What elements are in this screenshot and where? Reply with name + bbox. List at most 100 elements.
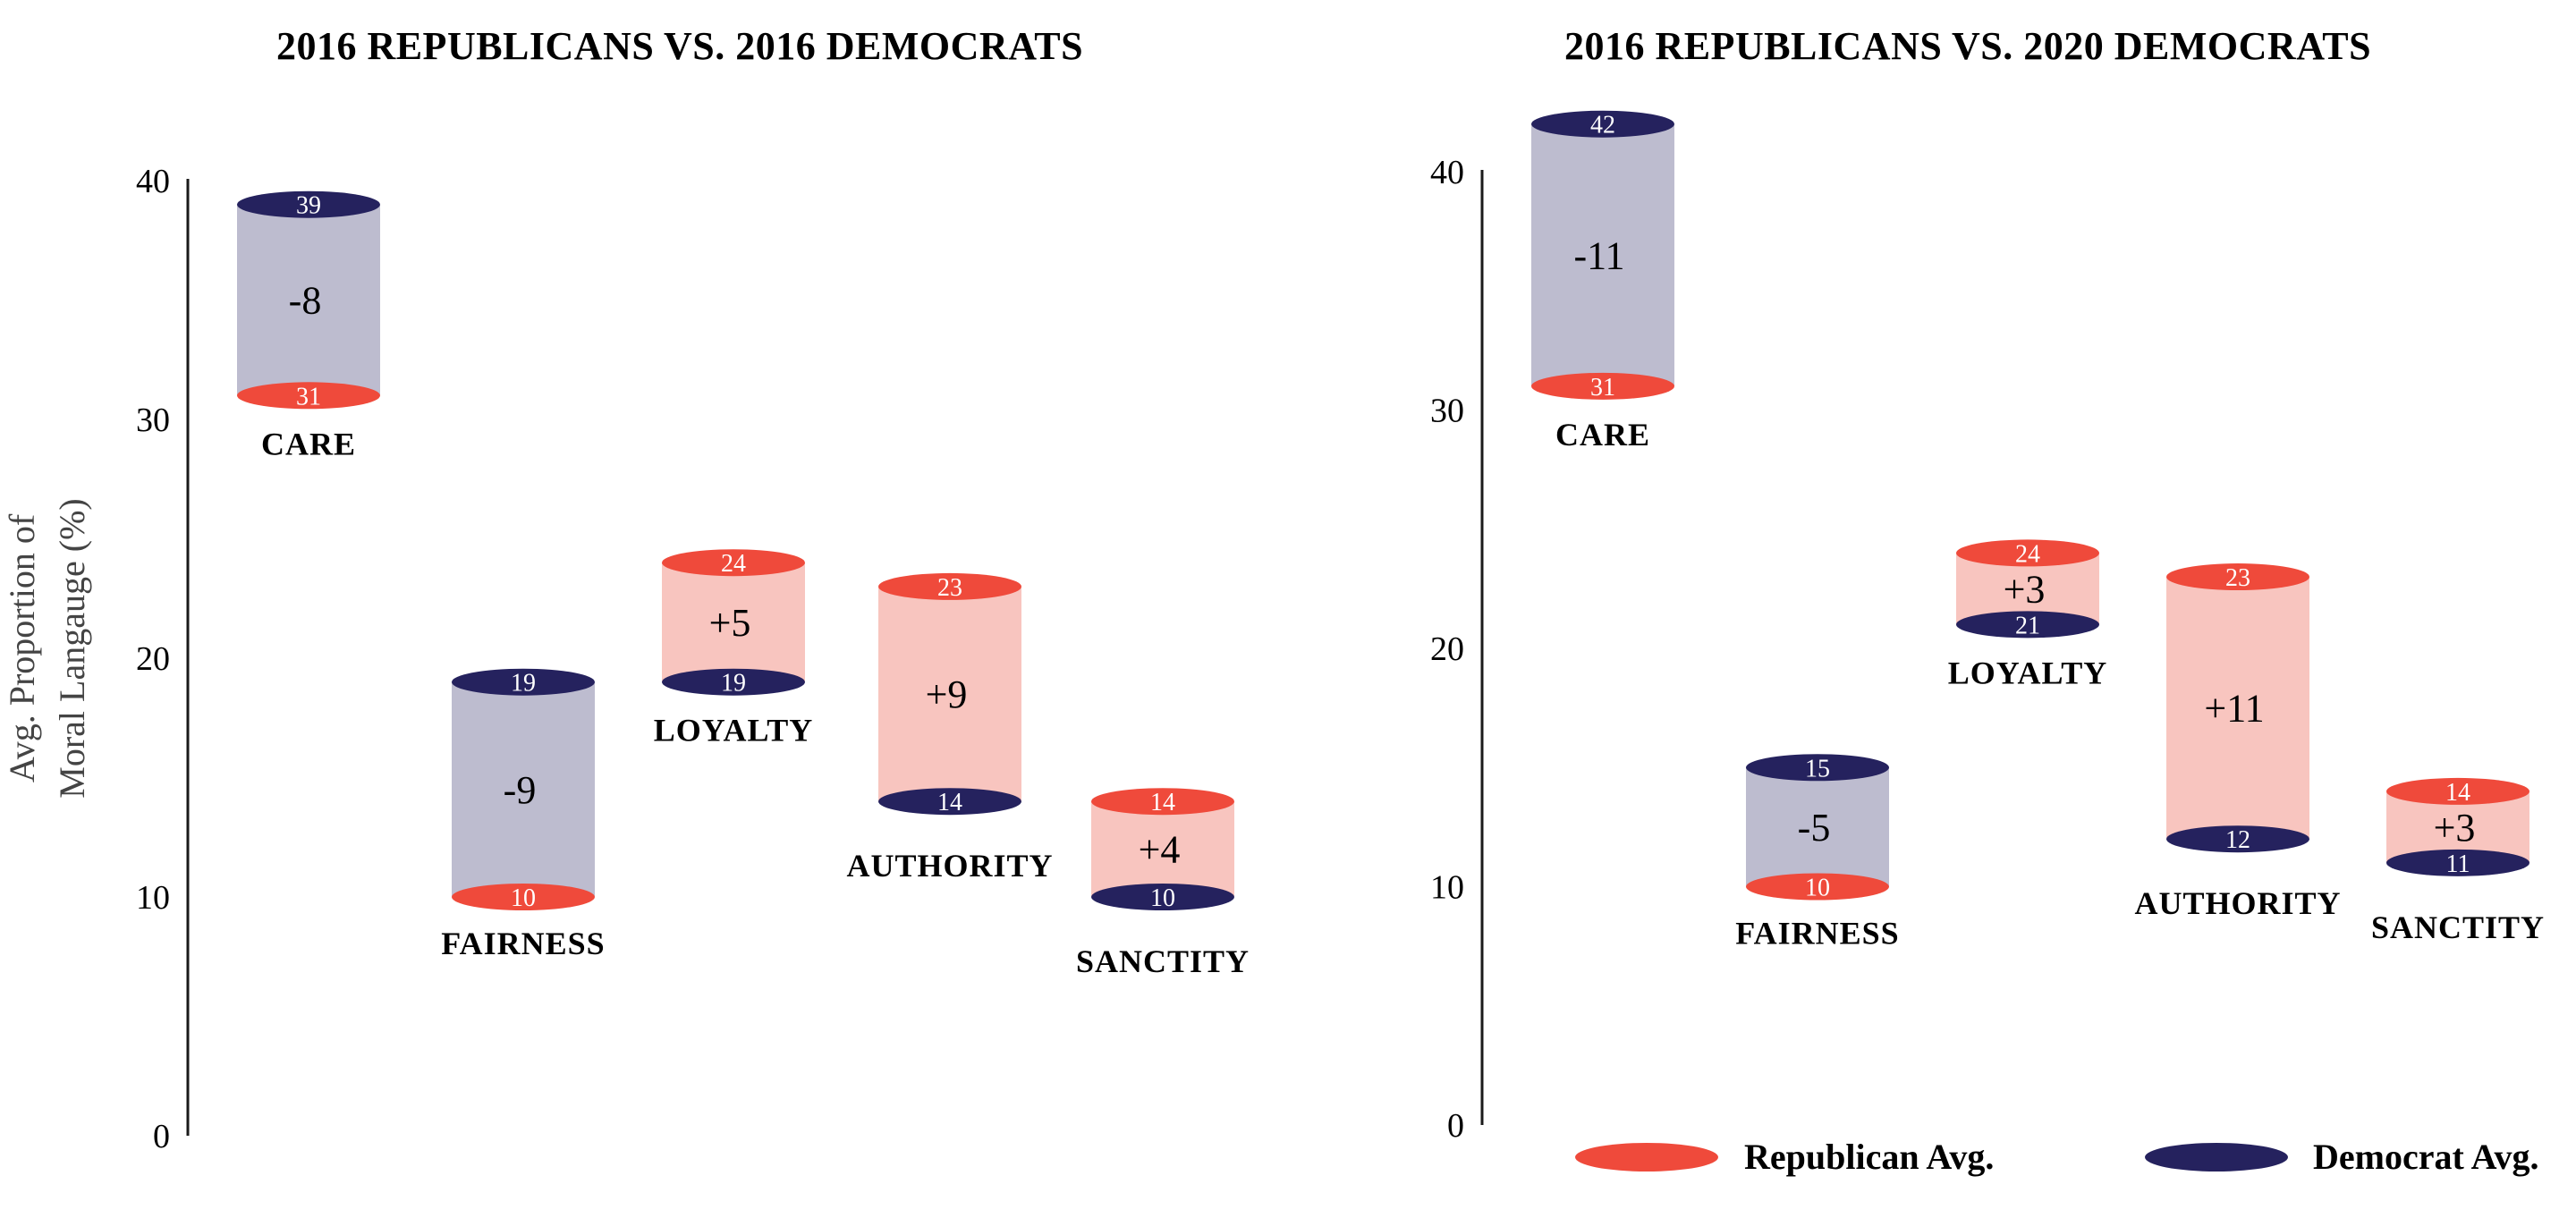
y-tick-label: 20 [136,640,170,678]
difference-label: -5 [1798,806,1831,850]
democrat-value-label: 10 [1150,884,1175,912]
panels: 2016 REPUBLICANS VS. 2016 DEMOCRATS01020… [136,24,2545,1155]
democrat-value-label: 21 [2015,612,2040,639]
difference-label: +11 [2204,687,2264,731]
y-axis-label-line1: Avg. Proportion of [2,513,42,782]
difference-bar [452,681,595,897]
democrat-value-label: 11 [2446,850,2470,878]
difference-label: +5 [709,601,751,645]
y-tick-label: 0 [1447,1107,1464,1145]
category-label: FAIRNESS [1735,916,1899,952]
democrat-value-label: 15 [1805,755,1830,782]
difference-bar [237,204,380,396]
bar-group-loyalty: 24 19 +5 LOYALTY [654,549,813,749]
republican-value-label: 23 [2225,564,2250,592]
difference-bar [1091,801,1234,897]
democrat-value-label: 19 [721,670,746,698]
republican-cap [452,884,595,910]
republican-value-label: 14 [1150,789,1175,816]
y-axis-label-line2: Moral Langauge (%) [52,498,92,798]
y-tick-label: 40 [1430,154,1464,191]
difference-label: -11 [1573,233,1624,277]
republican-value-label: 10 [511,884,536,912]
legend-republican-label: Republican Avg. [1744,1137,1994,1177]
category-label: LOYALTY [654,713,813,749]
democrat-cap [1956,611,2099,639]
chart-title: 2016 REPUBLICANS VS. 2020 DEMOCRATS [1564,24,2371,68]
category-label: CARE [261,426,356,461]
democrat-value-label: 14 [937,789,962,816]
difference-label: -9 [504,768,537,812]
bar-group-fairness: 19 10 -9 FAIRNESS [441,668,605,961]
y-tick-label: 30 [136,402,170,439]
category-label: FAIRNESS [441,926,605,961]
democrat-value-label: 42 [1590,112,1615,140]
difference-bar [878,586,1021,802]
bar-group-loyalty: 24 21+3 LOYALTY [1948,539,2107,690]
republican-cap [2166,563,2309,591]
bar-group-sanctity: 14 10 +4 SANCTITY [1076,788,1250,979]
bar-group-fairness: 15 10 -5 FAIRNESS [1735,754,1899,952]
republican-value-label: 24 [2015,540,2040,568]
difference-label: +4 [1139,828,1181,872]
republican-value-label: 10 [1805,875,1830,902]
bar-group-sanctity: 14 11+3 SANCTITY [2371,777,2545,945]
bar-group-care: 39 31 -8 CARE [237,190,380,461]
difference-label: +9 [926,672,968,716]
chart-title: 2016 REPUBLICANS VS. 2016 DEMOCRATS [276,24,1083,68]
difference-label: +3 [2004,567,2046,611]
category-label: LOYALTY [1948,655,2107,690]
democrat-value-label: 39 [296,192,321,220]
democrat-cap [1746,754,1889,782]
democrat-value-label: 12 [2225,826,2250,854]
republican-cap [1531,372,1674,400]
y-tick-label: 40 [136,163,170,200]
category-label: SANCTITY [2371,909,2545,945]
republican-cap [2386,777,2529,805]
y-tick-label: 10 [1430,869,1464,907]
republican-cap [1746,873,1889,901]
republican-value-label: 24 [721,550,746,578]
democrat-cap [237,190,380,218]
bar-group-care: 42 31 -11 CARE [1531,110,1674,453]
bar-group-authority: 23 14 +9 AUTHORITY [846,572,1053,884]
legend-democrat-label: Democrat Avg. [2313,1137,2539,1177]
democrat-value-label: 19 [511,670,536,698]
democrat-cap [1091,884,1234,910]
difference-label: -8 [289,279,322,323]
difference-bar [1531,123,1674,386]
republican-cap [878,572,1021,600]
democrat-cap [1531,110,1674,138]
republican-cap [662,549,805,577]
difference-bar [662,562,805,682]
republican-value-label: 31 [296,383,321,410]
difference-bar [2166,577,2309,840]
legend-democrat-swatch [2145,1143,2288,1171]
y-tick-label: 20 [1430,630,1464,668]
difference-label: +3 [2434,806,2476,850]
democrat-cap [878,788,1021,816]
democrat-cap [2166,825,2309,853]
chart-panel-1: 2016 REPUBLICANS VS. 2016 DEMOCRATS 0 10 20… [136,24,1250,1155]
republican-value-label: 14 [2445,779,2470,807]
bar-group-authority: 23 12 +11 AUTHORITY [2134,563,2341,921]
democrat-cap [452,668,595,696]
republican-value-label: 23 [937,574,962,602]
republican-value-label: 31 [1590,374,1615,402]
democrat-cap [2386,849,2529,876]
republican-cap [237,382,380,410]
y-tick-label: 10 [136,879,170,917]
chart-panel-2: 2016 REPUBLICANS VS. 2020 DEMOCRATS 0 10 20… [1430,24,2545,1145]
legend-republican-swatch [1575,1143,1718,1171]
category-label: SANCTITY [1076,943,1250,979]
y-tick-label: 0 [153,1118,170,1155]
category-label: CARE [1555,417,1650,453]
republican-cap [1091,788,1234,816]
category-label: AUTHORITY [2134,885,2341,921]
y-tick-label: 30 [1430,393,1464,430]
legend: Republican Avg. Democrat Avg. [1575,1137,2539,1177]
republican-cap [1956,539,2099,567]
category-label: AUTHORITY [846,848,1053,884]
